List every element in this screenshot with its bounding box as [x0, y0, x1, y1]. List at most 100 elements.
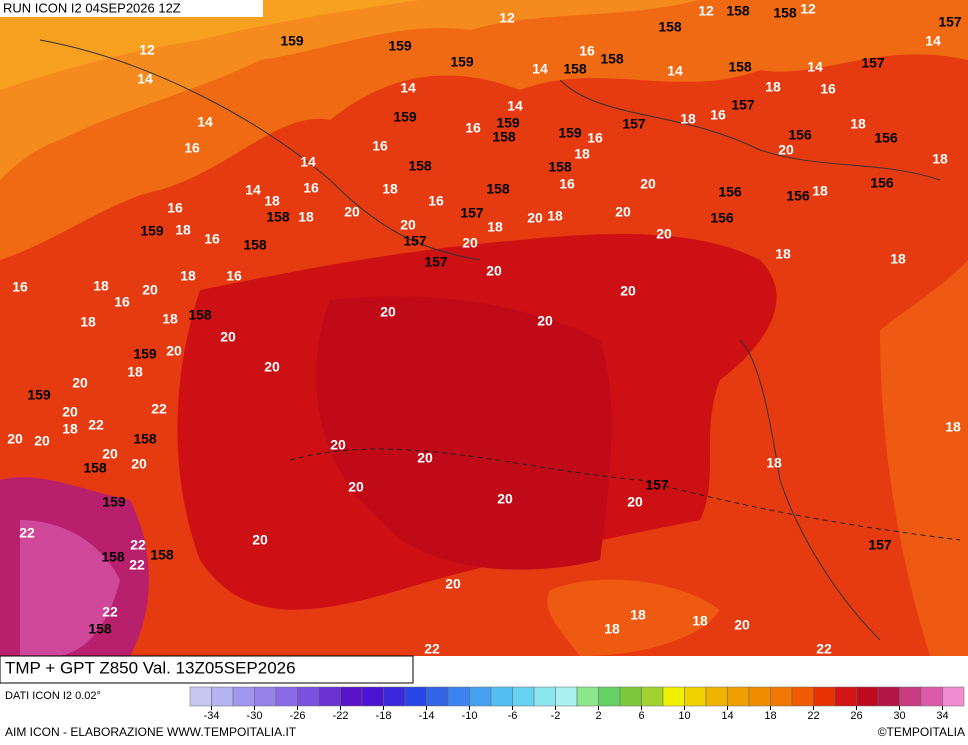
colorbar-swatch	[727, 686, 750, 707]
colorbar-swatch	[211, 686, 234, 707]
colorbar-swatch	[318, 686, 341, 707]
temperature-label: 22	[130, 537, 146, 553]
temperature-label: 12	[698, 3, 714, 19]
temperature-label: 20	[627, 494, 643, 510]
temperature-label: 20	[330, 437, 346, 453]
temperature-label: 14	[667, 63, 683, 79]
colorbar-tick-label: -30	[247, 710, 263, 722]
geopotential-label: 158	[600, 51, 624, 67]
geopotential-label: 159	[388, 38, 412, 54]
temperature-label: 18	[127, 364, 143, 380]
temperature-label: 16	[820, 81, 836, 97]
colorbar-swatch	[297, 686, 320, 707]
temperature-label: 14	[137, 71, 153, 87]
temperature-label: 18	[604, 621, 620, 637]
temperature-label: 20	[620, 283, 636, 299]
colorbar-swatch	[340, 686, 363, 707]
temperature-label: 20	[131, 456, 147, 472]
colorbar-tick-label: 10	[678, 710, 690, 722]
colorbar-swatch	[791, 686, 814, 707]
temperature-label: 18	[850, 116, 866, 132]
credit: AIM ICON - ELABORAZIONE WWW.TEMPOITALIA.…	[5, 725, 297, 739]
run-box	[0, 0, 263, 17]
temperature-label: 20	[527, 210, 543, 226]
colorbar-swatch	[189, 686, 212, 707]
temperature-label: 20	[734, 617, 750, 633]
temperature-label: 20	[252, 532, 268, 548]
colorbar-tick-label: 34	[936, 710, 948, 722]
temperature-label: 22	[816, 641, 832, 657]
temperature-label: 14	[400, 80, 416, 96]
colorbar-swatch	[232, 686, 255, 707]
geopotential-label: 158	[548, 159, 572, 175]
colorbar-swatch	[856, 686, 879, 707]
colorbar-tick-label: 6	[638, 710, 644, 722]
geopotential-label: 156	[718, 184, 742, 200]
geopotential-label: 158	[492, 129, 516, 145]
source: DATI ICON I2 0.02°	[5, 690, 101, 702]
colorbar-swatch	[684, 686, 707, 707]
temperature-label: 20	[462, 235, 478, 251]
temperature-label: 16	[579, 43, 595, 59]
colorbar-swatch	[619, 686, 642, 707]
colorbar-swatch	[598, 686, 621, 707]
colorbar-swatch	[641, 686, 664, 707]
geopotential-label: 156	[786, 188, 810, 204]
temperature-label: 20	[34, 433, 50, 449]
temperature-label: 12	[499, 10, 515, 26]
temperature-label: 14	[300, 154, 316, 170]
temperature-label: 16	[204, 231, 220, 247]
colorbar-tick-label: 26	[850, 710, 862, 722]
geopotential-label: 158	[101, 549, 125, 565]
temperature-label: 16	[465, 120, 481, 136]
colorbar-tick-label: -6	[508, 710, 518, 722]
temperature-label: 22	[102, 604, 118, 620]
colorbar-swatch	[447, 686, 470, 707]
temperature-label: 18	[93, 278, 109, 294]
temperature-label: 22	[88, 417, 104, 433]
temperature-label: 18	[692, 613, 708, 629]
temperature-label: 20	[380, 304, 396, 320]
geopotential-label: 156	[874, 130, 898, 146]
colorbar-swatch	[533, 686, 556, 707]
geopotential-label: 158	[728, 59, 752, 75]
colorbar-tick-label: -34	[204, 710, 220, 722]
temperature-label: 20	[142, 282, 158, 298]
colorbar-swatch	[662, 686, 685, 707]
temperature-label: 20	[348, 479, 364, 495]
geopotential-label: 156	[710, 210, 734, 226]
colorbar-swatch	[834, 686, 857, 707]
temperature-label: 22	[424, 641, 440, 657]
colorbar-tick-label: 22	[807, 710, 819, 722]
temperature-label: 18	[487, 219, 503, 235]
colorbar-tick-label: -14	[419, 710, 435, 722]
field-title: TMP + GPT Z850 Val. 13Z05SEP2026	[5, 658, 296, 677]
geopotential-label: 159	[496, 115, 520, 131]
temperature-label: 14	[532, 61, 548, 77]
temperature-label: 20	[102, 446, 118, 462]
temperature-label: 18	[765, 79, 781, 95]
colorbar: -34 -30 -26 -22 -18 -14 -10 -6 -2 2 6 10 14 18 22 26 30 3…	[189, 686, 965, 722]
colorbar-swatch	[576, 686, 599, 707]
colorbar-swatch	[555, 686, 578, 707]
colorbar-swatch	[254, 686, 277, 707]
temperature-label: 16	[167, 200, 183, 216]
temperature-label: 20	[497, 491, 513, 507]
temperature-label: 12	[800, 1, 816, 17]
temperature-label: 14	[925, 33, 941, 49]
geopotential-label: 158	[266, 209, 290, 225]
temperature-label: 16	[372, 138, 388, 154]
colorbar-swatch	[275, 686, 298, 707]
colorbar-swatch	[490, 686, 513, 707]
geopotential-label: 156	[788, 127, 812, 143]
geopotential-label: 157	[868, 537, 892, 553]
temperature-label: 20	[264, 359, 280, 375]
run-title: RUN ICON I2 04SEP2026 12Z	[3, 0, 181, 15]
temperature-label: 20	[7, 431, 23, 447]
temperature-label: 14	[245, 182, 261, 198]
temperature-label: 20	[72, 375, 88, 391]
geopotential-label: 159	[280, 33, 304, 49]
temperature-label: 20	[62, 404, 78, 420]
temperature-label: 22	[19, 525, 35, 541]
